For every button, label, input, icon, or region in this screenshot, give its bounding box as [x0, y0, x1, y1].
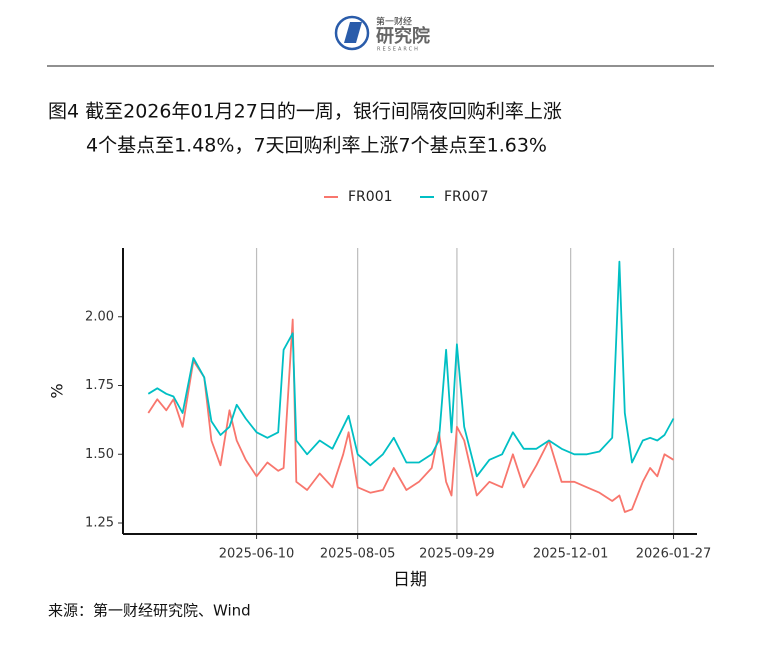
brand-sub: RESEARCH — [377, 47, 420, 53]
x-tick-label: 2025-08-05 — [320, 547, 396, 562]
x-tick-label: 2025-06-10 — [219, 547, 295, 562]
y-tick-label: 1.25 — [85, 516, 114, 531]
x-tick-label: 2026-01-27 — [636, 547, 712, 562]
y-tick-label: 2.00 — [85, 309, 114, 324]
legend-label: FR001 — [348, 189, 393, 205]
legend-label: FR007 — [444, 189, 489, 205]
logo-mark — [344, 22, 362, 43]
y-axis-title: % — [48, 383, 67, 398]
x-tick-label: 2025-09-29 — [419, 547, 495, 562]
title-line: 4个基点至1.48%，7天回购利率上涨7个基点至1.63% — [86, 135, 547, 157]
source-note: 来源：第一财经研究院、Wind — [48, 602, 251, 620]
brand-main: 研究院 — [376, 25, 430, 47]
brand-top: 第一财经 — [376, 16, 412, 28]
title-line: 图4 截至2026年01月27日的一周，银行间隔夜回购利率上涨 — [48, 101, 562, 123]
y-tick-label: 1.75 — [85, 378, 114, 393]
x-axis-title: 日期 — [393, 570, 427, 590]
y-tick-label: 1.50 — [85, 447, 114, 462]
series-line — [147, 260, 675, 478]
x-tick-label: 2025-12-01 — [533, 547, 609, 562]
series-line — [147, 318, 674, 513]
logo-ring — [334, 15, 370, 51]
logo: 第一财经 研究院 RESEARCH — [334, 15, 430, 53]
